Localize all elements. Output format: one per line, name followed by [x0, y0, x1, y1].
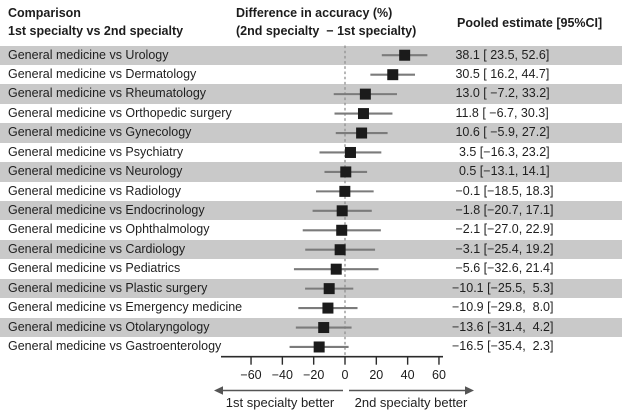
table-row: General medicine vs Rheumatology 13.0 [ … — [0, 84, 622, 104]
row-estimate: 13.0 [ −7.2, 33.2] — [452, 86, 550, 101]
row-estimate: −10.1 [−25.5, 5.3] — [452, 280, 554, 295]
row-label: General medicine vs Endocrinology — [8, 203, 205, 217]
row-estimate: 0.5 [−13.1, 14.1] — [452, 164, 550, 179]
x-axis-tick-label: 60 — [432, 368, 446, 382]
row-label: General medicine vs Radiology — [8, 183, 182, 198]
row-estimate: −0.1 [−18.5, 18.3] — [452, 183, 554, 198]
row-estimate: 10.6 [ −5.9, 27.2] — [452, 125, 550, 140]
row-label: General medicine vs Orthopedic surgery — [8, 105, 232, 120]
row-estimate: 30.5 [ 16.2, 44.7] — [452, 66, 550, 81]
row-label: General medicine vs Rheumatology — [8, 86, 207, 101]
row-label: General medicine vs Plastic surgery — [8, 280, 208, 295]
table-row: General medicine vs Gastroenterology −16.… — [0, 337, 622, 356]
header-difference-line1: Difference in accuracy (%) — [236, 6, 393, 20]
x-axis-tick-label: −60 — [240, 368, 261, 382]
row-estimate: 38.1 [ 23.5, 52.6] — [452, 47, 550, 62]
table-row: General medicine vs Gynecology 10.6 [ −5… — [0, 123, 622, 143]
row-label: General medicine vs Psychiatry — [8, 144, 184, 159]
row-estimate: −2.1 [−27.0, 22.9] — [452, 222, 554, 237]
row-label: General medicine vs Pediatrics — [8, 261, 181, 276]
right-arrow-head-icon — [465, 386, 474, 395]
row-estimate: −13.6 [−31.4, 4.2] — [452, 319, 554, 334]
table-row: General medicine vs Cardiology −3.1 [−25… — [0, 239, 622, 260]
header-comparison-line1: Comparison — [8, 6, 81, 20]
row-estimate: 3.5 [−16.3, 23.2] — [452, 144, 550, 159]
table-row: General medicine vs Urology 38.1 [ 23.5,… — [0, 45, 622, 65]
table-row: General medicine vs Psychiatry 3.5 [−16.… — [0, 143, 622, 162]
row-label: General medicine vs Gynecology — [8, 125, 192, 140]
row-estimate: −16.5 [−35.4, 2.3] — [452, 339, 554, 354]
table-row: General medicine vs Otolaryngology −13.6 … — [0, 317, 622, 338]
row-label: General medicine vs Gastroenterology — [8, 339, 222, 354]
row-estimate: −10.9 [−29.8, 8.0] — [452, 300, 554, 315]
x-axis-tick-label: 0 — [342, 368, 349, 382]
table-row: General medicine vs Pediatrics −5.6 [−32… — [0, 259, 622, 278]
table-row: General medicine vs Orthopedic surgery 1… — [0, 104, 622, 123]
table-row: General medicine vs Dermatology 30.5 [ 1… — [0, 65, 622, 84]
table-row: General medicine vs Ophthalmology −2.1 [… — [0, 220, 622, 239]
header-comparison-line2: 1st specialty vs 2nd specialty — [8, 24, 184, 38]
row-label: General medicine vs Ophthalmology — [8, 222, 210, 237]
row-estimate: −5.6 [−32.6, 21.4] — [452, 261, 554, 276]
x-axis-tick-label: −40 — [272, 368, 293, 382]
column-header-difference: Difference in accuracy (%) (2nd specialty… — [236, 4, 416, 40]
left-arrow-head-icon — [214, 386, 223, 395]
table-row: General medicine vs Emergency medicine −1… — [0, 298, 622, 317]
x-axis-tick-label: 20 — [369, 368, 383, 382]
table-row: General medicine vs Endocrinology −1.8 [… — [0, 201, 622, 221]
direction-label-right: 2nd specialty better — [354, 395, 468, 410]
direction-label-left: 1st specialty better — [225, 395, 335, 410]
table-row: General medicine vs Radiology −0.1 [−18.… — [0, 182, 622, 201]
table-row: General medicine vs Plastic surgery −10.1… — [0, 278, 622, 299]
row-label: General medicine vs Urology — [8, 47, 169, 62]
header-difference-line2: (2nd specialty − 1st specialty) — [236, 24, 417, 38]
row-label: General medicine vs Otolaryngology — [8, 319, 210, 334]
row-label: General medicine vs Cardiology — [8, 241, 186, 256]
row-estimate: −1.8 [−20.7, 17.1] — [452, 203, 554, 217]
column-header-pooled-estimate: Pooled estimate [95%CI] — [457, 16, 603, 30]
row-label: General medicine vs Neurology — [8, 164, 183, 179]
column-header-comparison: Comparison 1st specialty vs 2nd specialty — [8, 4, 183, 40]
table-row: General medicine vs Neurology 0.5 [−13.1… — [0, 162, 622, 182]
row-estimate: −3.1 [−25.4, 19.2] — [452, 241, 554, 256]
forest-rows: General medicine vs Urology 38.1 [ 23.5,… — [0, 45, 622, 357]
row-label: General medicine vs Dermatology — [8, 66, 197, 81]
x-axis-tick-label: 40 — [401, 368, 415, 382]
row-estimate: 11.8 [ −6.7, 30.3] — [452, 105, 549, 120]
row-label: General medicine vs Emergency medicine — [8, 300, 243, 315]
x-axis-tick-label: −20 — [303, 368, 324, 382]
